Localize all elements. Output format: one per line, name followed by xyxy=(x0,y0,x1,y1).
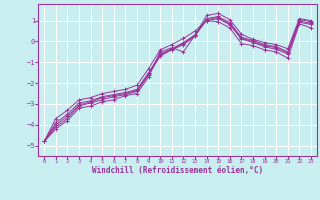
X-axis label: Windchill (Refroidissement éolien,°C): Windchill (Refroidissement éolien,°C) xyxy=(92,166,263,175)
